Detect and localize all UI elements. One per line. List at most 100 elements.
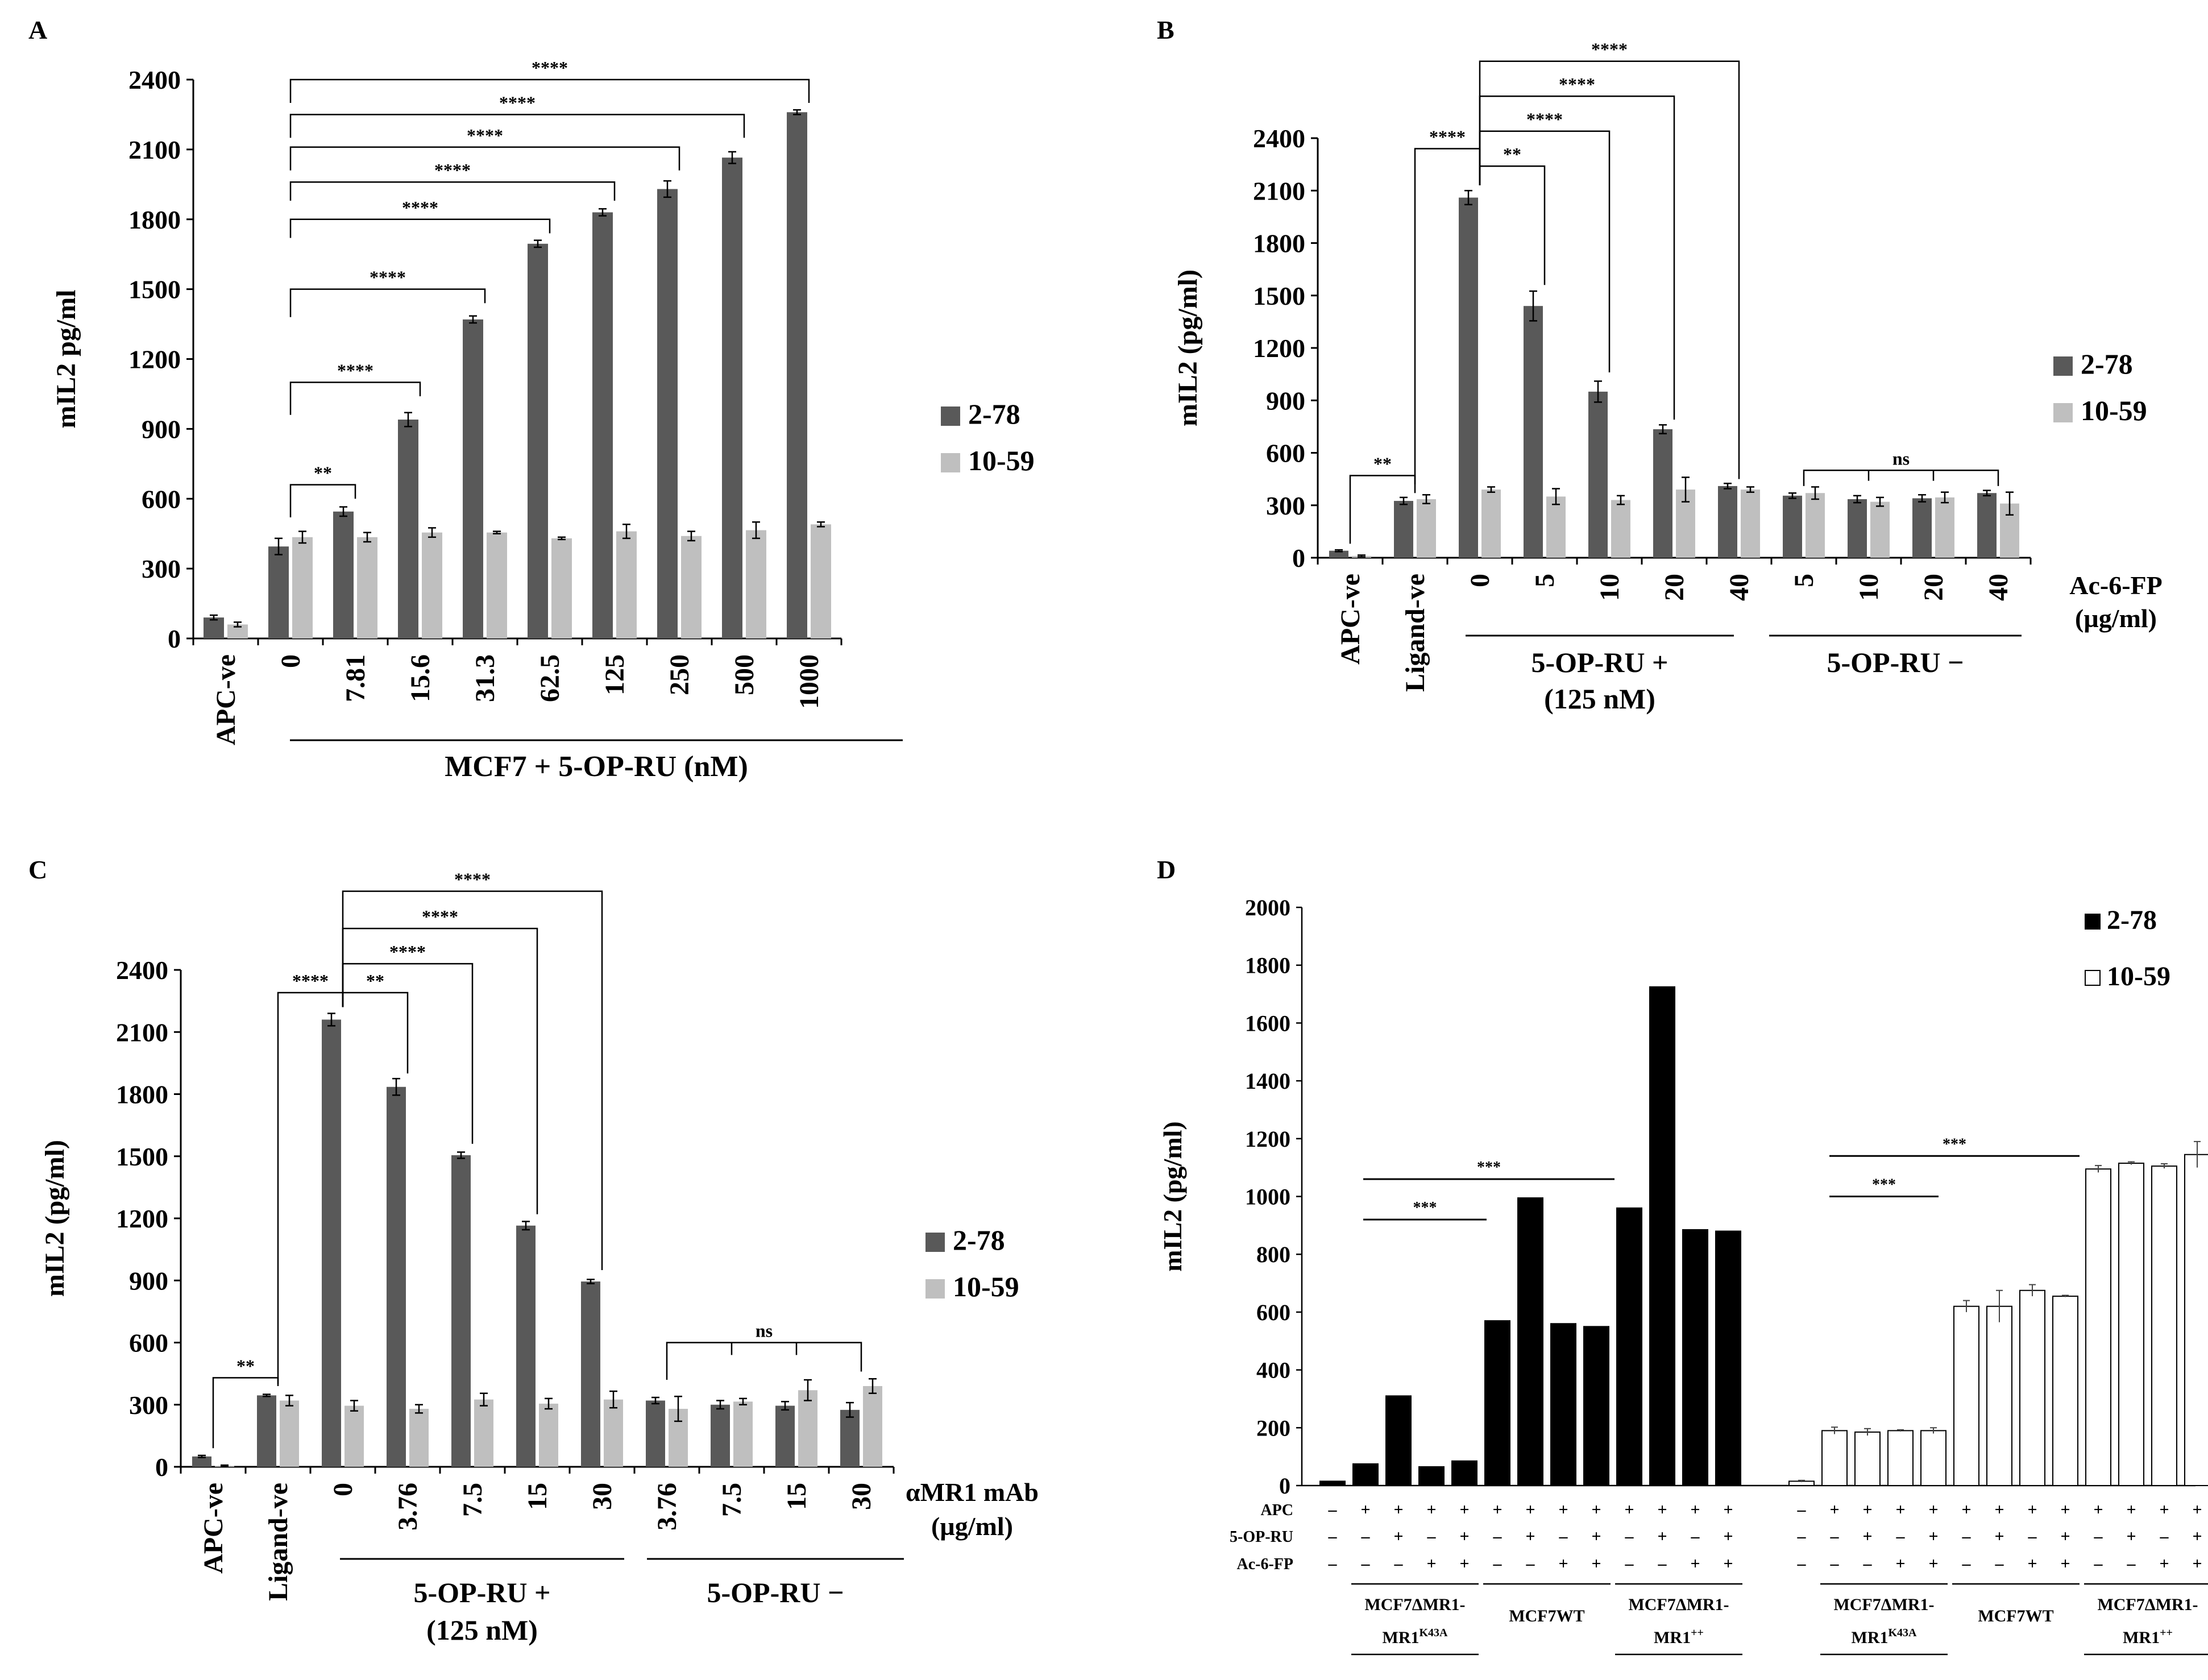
legend-swatch xyxy=(941,453,960,472)
table-cell: – xyxy=(2094,1527,2103,1546)
significance-label: **** xyxy=(454,869,491,890)
table-cell: – xyxy=(1830,1554,1840,1573)
cell-line-label-sub: MR1K43A xyxy=(1383,1627,1449,1647)
significance-bracket xyxy=(289,181,616,201)
panel-letter-d: D xyxy=(1157,855,1176,884)
table-cell: + xyxy=(2159,1554,2169,1573)
bar-10-59 xyxy=(681,536,702,638)
bar-10-59 xyxy=(539,1403,558,1467)
bar-10-59 xyxy=(1417,499,1436,558)
cell-line-sup: K43A xyxy=(1888,1627,1917,1639)
significance-bracket xyxy=(342,890,603,1271)
table-cell: + xyxy=(1657,1527,1667,1546)
y-tick-label: 2400 xyxy=(116,956,168,985)
table-cell: + xyxy=(1723,1554,1733,1573)
x-group-label: 5-OP-RU + xyxy=(414,1577,551,1608)
table-cell: + xyxy=(1928,1554,1938,1573)
x-category-label: 15.6 xyxy=(405,654,435,702)
bar-2-78 xyxy=(528,243,548,639)
y-tick-label: 2100 xyxy=(1253,176,1305,205)
bar-10-59 xyxy=(733,1401,753,1467)
significance-label: ns xyxy=(756,1321,773,1341)
bar-2-78 xyxy=(516,1225,536,1467)
table-cell: + xyxy=(1459,1500,1469,1519)
table-cell: + xyxy=(1624,1500,1634,1519)
y-tick-label: 2100 xyxy=(116,1018,168,1047)
table-cell: + xyxy=(1895,1500,1905,1519)
table-cell: + xyxy=(1591,1554,1601,1573)
significance-bracket xyxy=(289,78,810,103)
legend-label: 10-59 xyxy=(2107,961,2170,992)
legend-label: 10-59 xyxy=(2081,395,2147,426)
y-tick-label: 1200 xyxy=(128,345,181,374)
x-group-label: 5-OP-RU − xyxy=(1827,646,1964,678)
cell-line-label-sub: MR1K43A xyxy=(1852,1627,1918,1647)
significance-bracket xyxy=(289,146,680,171)
x-category-label: 3.76 xyxy=(393,1483,423,1530)
x-group-label: 5-OP-RU + xyxy=(1532,646,1669,678)
table-cell: – xyxy=(1863,1554,1873,1573)
y-tick-label: 300 xyxy=(129,1391,168,1420)
significance-label: **** xyxy=(1526,109,1563,130)
x-group-label: (125 nM) xyxy=(426,1614,538,1646)
bar-10-59 xyxy=(2118,1163,2144,1486)
axis-note: αMR1 mAb xyxy=(906,1478,1039,1507)
table-cell: + xyxy=(2192,1527,2202,1546)
significance-label: ** xyxy=(314,463,332,483)
y-tick-label: 1800 xyxy=(116,1080,168,1109)
significance-bracket xyxy=(289,114,745,138)
bar-10-59 xyxy=(409,1409,429,1467)
table-cell: + xyxy=(1393,1500,1403,1519)
cell-line-sub: MR1 xyxy=(1654,1628,1691,1647)
bar-2-78 xyxy=(1418,1466,1445,1487)
bar-10-59 xyxy=(2184,1154,2208,1486)
y-tick-label: 0 xyxy=(1292,544,1305,573)
significance-bracket xyxy=(1803,470,1999,486)
bar-10-59 xyxy=(1920,1430,1946,1487)
table-cell: + xyxy=(1690,1554,1700,1573)
table-cell: – xyxy=(1493,1554,1503,1573)
panel-a: 0 300 600 900 1200 1500 1800 2100 2400 mIL2 pg/ml… xyxy=(51,57,1035,783)
table-cell: – xyxy=(1394,1554,1404,1573)
significance-label: **** xyxy=(467,125,503,146)
y-tick-label: 1200 xyxy=(116,1204,168,1233)
significance-label: *** xyxy=(1943,1135,1966,1153)
table-cell: + xyxy=(1459,1554,1469,1573)
significance-bracket xyxy=(1479,60,1740,479)
table-cell: – xyxy=(1995,1554,2004,1573)
significance-label: ** xyxy=(366,970,384,991)
bar-2-78 xyxy=(1588,391,1608,558)
significance-label: **** xyxy=(370,267,406,288)
y-tick-label: 400 xyxy=(1256,1358,1290,1383)
x-group-label: 5-OP-RU − xyxy=(707,1577,844,1608)
bar-2-78 xyxy=(1783,495,1802,558)
bar-10-59 xyxy=(798,1390,817,1467)
table-cell: + xyxy=(1862,1527,1872,1546)
bar-2-78 xyxy=(257,1395,276,1467)
significance-bracket xyxy=(289,381,421,415)
x-category-label: Ligand-ve xyxy=(1400,574,1430,692)
bar-2-78 xyxy=(840,1409,860,1467)
legend-label: 10-59 xyxy=(953,1271,1019,1302)
x-category-label: 30 xyxy=(846,1483,877,1510)
x-category-label: 31.3 xyxy=(470,654,500,702)
x-category-label: APC-ve xyxy=(198,1483,229,1574)
bar-2-78 xyxy=(1715,1230,1741,1487)
cell-line-sup: K43A xyxy=(1419,1627,1448,1639)
cell-line-label-sub: MR1++ xyxy=(2123,1627,2173,1647)
y-tick-label: 600 xyxy=(1256,1300,1290,1325)
bar-10-59 xyxy=(1854,1431,1881,1486)
significance-bracket xyxy=(666,1342,862,1380)
y-tick-label: 1800 xyxy=(128,205,181,234)
y-axis-label: mIL2 pg/ml xyxy=(51,289,81,428)
bar-2-78 xyxy=(333,511,354,638)
y-tick-label: 1400 xyxy=(1245,1068,1290,1094)
table-cell: + xyxy=(1862,1500,1872,1519)
y-tick-label: 2000 xyxy=(1245,895,1290,920)
y-tick-label: 600 xyxy=(142,484,181,513)
y-tick-label: 900 xyxy=(142,414,181,443)
legend-swatch xyxy=(941,406,960,426)
panel-b: 0 300 600 900 1200 1500 1800 2100 2400 mIL2 (pg/m… xyxy=(1173,39,2163,715)
table-cell: – xyxy=(1526,1554,1535,1573)
significance-label: **** xyxy=(499,92,536,113)
